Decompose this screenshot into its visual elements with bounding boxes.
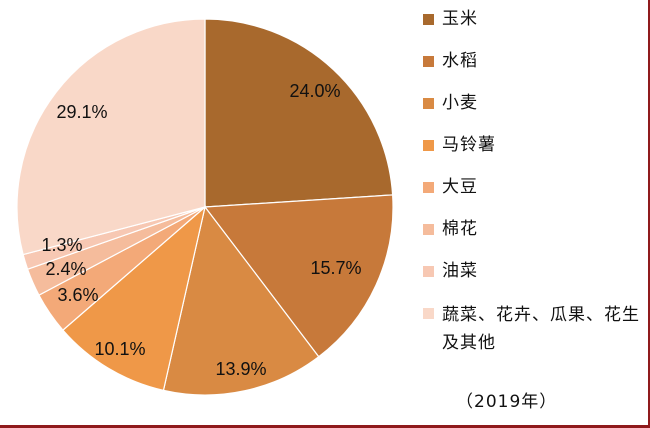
legend-label-wheat: 小麦 (442, 93, 478, 113)
legend-swatch-wheat (423, 98, 434, 109)
legend-item-potato: 马铃薯 (423, 133, 643, 175)
data-label-potato: 10.1% (94, 339, 145, 359)
chart-legend: 玉米 水稻 小麦 马铃薯 大豆 棉花 油菜 蔬菜、花卉、瓜果、花生及其他 (423, 7, 643, 357)
bottom-border-rule (0, 425, 650, 428)
legend-item-corn: 玉米 (423, 7, 643, 49)
legend-item-rapeseed: 油菜 (423, 259, 643, 301)
legend-label-other: 蔬菜、花卉、瓜果、花生及其他 (442, 305, 640, 353)
legend-swatch-potato (423, 140, 434, 151)
pie-slice-potato (62, 205, 206, 392)
data-label-rapeseed: 1.3% (41, 235, 82, 255)
data-label-corn: 24.0% (289, 81, 340, 101)
legend-label-rice: 水稻 (442, 51, 478, 71)
pie-slice-corn (204, 18, 394, 208)
legend-swatch-corn (423, 14, 434, 25)
legend-swatch-rice (423, 56, 434, 67)
legend-swatch-soybean (423, 182, 434, 193)
legend-item-other: 蔬菜、花卉、瓜果、花生及其他 (423, 301, 643, 357)
legend-item-rice: 水稻 (423, 49, 643, 91)
data-label-wheat: 13.9% (215, 359, 266, 379)
data-label-other: 29.1% (56, 102, 107, 122)
legend-label-rapeseed: 油菜 (442, 261, 478, 281)
legend-swatch-cotton (423, 224, 434, 235)
legend-swatch-other (423, 308, 434, 319)
legend-item-wheat: 小麦 (423, 91, 643, 133)
legend-item-soybean: 大豆 (423, 175, 643, 217)
legend-label-soybean: 大豆 (442, 177, 478, 197)
data-label-rice: 15.7% (310, 258, 361, 278)
pie-slice-rice (203, 194, 394, 358)
legend-item-cotton: 棉花 (423, 217, 643, 259)
pie-chart: 24.0% 15.7% 13.9% 10.1% 3.6% 2.4% 1.3% 29.1% (16, 18, 394, 396)
pie-slice-wheat (162, 205, 320, 396)
legend-label-cotton: 棉花 (442, 219, 478, 239)
data-label-soybean: 3.6% (57, 285, 98, 305)
chart-note-year: （2019年） (456, 392, 558, 412)
legend-label-corn: 玉米 (442, 9, 478, 29)
legend-label-potato: 马铃薯 (442, 135, 496, 155)
right-border-rule (648, 0, 650, 428)
legend-swatch-rapeseed (423, 266, 434, 277)
pie-slice-other (16, 18, 206, 256)
data-label-cotton: 2.4% (45, 259, 86, 279)
